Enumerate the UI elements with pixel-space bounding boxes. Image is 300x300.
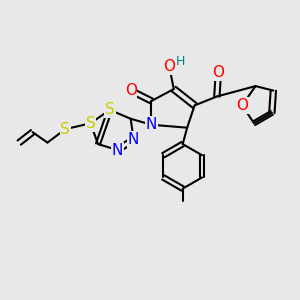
Text: O: O: [212, 65, 224, 80]
Text: O: O: [125, 83, 137, 98]
Text: H: H: [176, 55, 185, 68]
Text: O: O: [163, 59, 175, 74]
Text: N: N: [112, 142, 123, 158]
Text: S: S: [105, 102, 115, 117]
Text: N: N: [128, 132, 139, 147]
Text: S: S: [60, 122, 70, 137]
Text: S: S: [86, 116, 95, 131]
Text: N: N: [146, 117, 157, 132]
Text: O: O: [236, 98, 248, 113]
